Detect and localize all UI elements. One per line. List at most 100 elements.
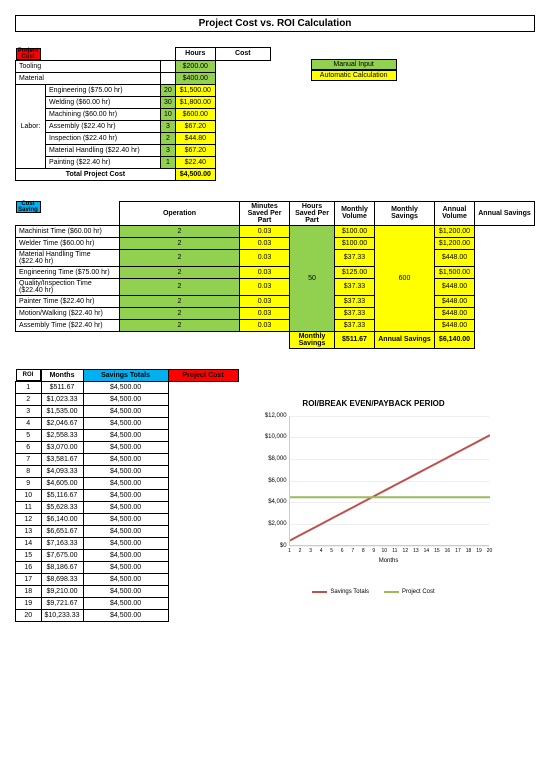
roi-cost: $4,500.00 (83, 526, 168, 538)
roi-savings: $1,535.00 (41, 406, 83, 418)
labor-hours[interactable]: 3 (161, 120, 176, 132)
op-header: Operation (120, 201, 240, 225)
roi-savings: $8,186.67 (41, 562, 83, 574)
legend-savings: Savings Totals (312, 589, 369, 595)
roi-month: 8 (16, 466, 42, 478)
labor-name: Machining ($60.00 hr) (46, 108, 161, 120)
roi-savings: $1,023.33 (41, 394, 83, 406)
cost-saving-section: Cost Saving Operation Minutes Saved Per … (15, 201, 535, 349)
min-saved[interactable]: 2 (120, 266, 240, 278)
roi-savings: $2,558.33 (41, 430, 83, 442)
hrs-saved: 0.03 (240, 225, 290, 237)
asav-footer: $6,140.00 (435, 331, 475, 348)
roi-cost: $4,500.00 (83, 430, 168, 442)
roi-savings: $9,210.00 (41, 586, 83, 598)
roi-month: 17 (16, 574, 42, 586)
roi-chart: ROI/BREAK EVEN/PAYBACK PERIOD $0$2,000$4… (259, 399, 489, 589)
msav-header: Monthly Savings (375, 201, 435, 225)
roi-month: 1 (16, 382, 42, 394)
hrs-header: Hours Saved Per Part (290, 201, 335, 225)
min-saved[interactable]: 2 (120, 225, 240, 237)
annual-saving: $1,200.00 (435, 237, 475, 249)
roi-savings: $7,163.33 (41, 538, 83, 550)
roi-cost: $4,500.00 (83, 418, 168, 430)
roi-cost: $4,500.00 (83, 442, 168, 454)
roi-table: ROI Months Savings Totals Project Cost 1… (15, 369, 239, 623)
roi-savings: $3,070.00 (41, 442, 83, 454)
labor-hours[interactable]: 3 (161, 144, 176, 156)
min-saved[interactable]: 2 (120, 249, 240, 266)
labor-cost: $1,500.00 (175, 84, 215, 96)
min-saved[interactable]: 2 (120, 307, 240, 319)
chart-title: ROI/BREAK EVEN/PAYBACK PERIOD (259, 399, 489, 408)
roi-month: 18 (16, 586, 42, 598)
hrs-saved: 0.03 (240, 278, 290, 295)
labor-hours[interactable]: 10 (161, 108, 176, 120)
roi-label: ROI (16, 369, 41, 381)
asav-footer-label: Annual Savings (375, 331, 435, 348)
roi-cost: $4,500.00 (83, 550, 168, 562)
cost-saving-table: Cost Saving Operation Minutes Saved Per … (15, 201, 535, 349)
material-label: Material (16, 72, 161, 84)
op-name: Welder Time ($60.00 hr) (16, 237, 120, 249)
min-saved[interactable]: 2 (120, 237, 240, 249)
roi-month: 19 (16, 598, 42, 610)
annual-saving: $448.00 (435, 249, 475, 266)
roi-month: 9 (16, 478, 42, 490)
labor-name: Painting ($22.40 hr) (46, 156, 161, 168)
hrs-saved: 0.03 (240, 266, 290, 278)
project-cost-label: Project Cost (16, 48, 41, 60)
monthly-saving: $37.33 (335, 278, 375, 295)
annual-volume: 600 (375, 225, 435, 331)
roi-cost: $4,500.00 (83, 514, 168, 526)
roi-cost: $4,500.00 (83, 454, 168, 466)
roi-savings: $6,140.00 (41, 514, 83, 526)
savings-header: Savings Totals (83, 369, 168, 382)
project-cost-table: Project Cost Hours Cost Tooling $200.00 … (15, 47, 271, 181)
roi-savings: $10,233.33 (41, 610, 83, 622)
tooling-cost[interactable]: $200.00 (175, 60, 215, 72)
roi-cost: $4,500.00 (83, 466, 168, 478)
roi-cost: $4,500.00 (83, 478, 168, 490)
monthly-saving: $100.00 (335, 225, 375, 237)
labor-cost: $44.80 (175, 132, 215, 144)
roi-savings: $3,581.67 (41, 454, 83, 466)
total-cost: $4,500.00 (175, 168, 215, 180)
labor-hours[interactable]: 1 (161, 156, 176, 168)
roi-cost: $4,500.00 (83, 598, 168, 610)
op-name: Painter Time ($22.40 hr) (16, 295, 120, 307)
tooling-label: Tooling (16, 60, 161, 72)
hrs-saved: 0.03 (240, 319, 290, 331)
monthly-saving: $125.00 (335, 266, 375, 278)
min-saved[interactable]: 2 (120, 319, 240, 331)
roi-month: 6 (16, 442, 42, 454)
page-title: Project Cost vs. ROI Calculation (15, 15, 535, 32)
months-header: Months (41, 369, 83, 382)
roi-month: 10 (16, 490, 42, 502)
monthly-volume[interactable]: 50 (290, 225, 335, 331)
project-cost-section: Project Cost Hours Cost Tooling $200.00 … (15, 47, 535, 181)
labor-hours[interactable]: 20 (161, 84, 176, 96)
labor-cost: $67.20 (175, 120, 215, 132)
roi-month: 20 (16, 610, 42, 622)
cost-header-roi: Project Cost (168, 369, 238, 382)
hrs-saved: 0.03 (240, 237, 290, 249)
roi-savings: $9,721.67 (41, 598, 83, 610)
roi-cost: $4,500.00 (83, 406, 168, 418)
min-saved[interactable]: 2 (120, 295, 240, 307)
msav-footer-label: Monthly Savings (290, 331, 335, 348)
min-saved[interactable]: 2 (120, 278, 240, 295)
roi-savings: $4,605.00 (41, 478, 83, 490)
labor-hours[interactable]: 2 (161, 132, 176, 144)
labor-hours[interactable]: 30 (161, 96, 176, 108)
roi-savings: $2,046.67 (41, 418, 83, 430)
annual-saving: $1,500.00 (435, 266, 475, 278)
labor-name: Inspection ($22.40 hr) (46, 132, 161, 144)
material-cost[interactable]: $400.00 (175, 72, 215, 84)
op-name: Assembly Time ($22.40 hr) (16, 319, 120, 331)
annual-saving: $448.00 (435, 319, 475, 331)
asav-header: Annual Savings (475, 201, 535, 225)
roi-savings: $7,675.00 (41, 550, 83, 562)
x-axis-label: Months (289, 558, 489, 564)
roi-month: 2 (16, 394, 42, 406)
